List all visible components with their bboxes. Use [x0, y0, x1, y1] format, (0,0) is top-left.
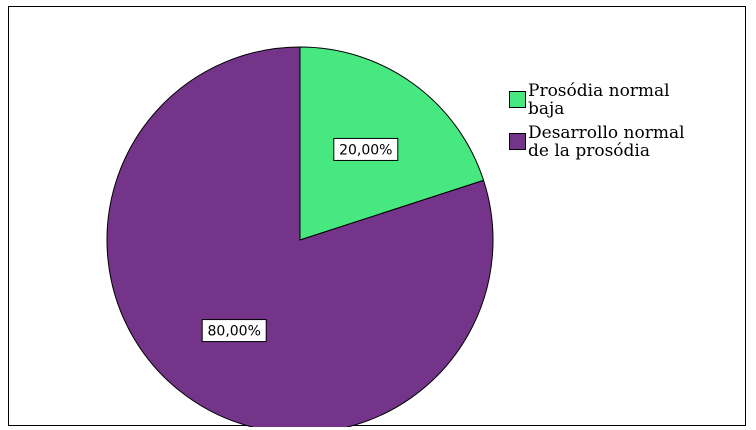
legend-swatch-prosodia-normal-baja	[509, 91, 526, 108]
legend-label-desarrollo-normal: Desarrollo normal de la prosódia	[528, 123, 685, 161]
data-label-box-desarrollo-normal	[201, 319, 267, 343]
data-label-box-prosodia-normal-baja	[333, 137, 399, 161]
pie-chart: 20,00% 80,00%	[106, 46, 494, 427]
legend-swatch-desarrollo-normal	[509, 133, 526, 150]
data-label-prosodia-normal-baja: 20,00%	[333, 137, 399, 161]
data-label-text-desarrollo-normal: 80,00%	[208, 324, 261, 340]
chart-frame: 20,00% 80,00% Prosódia normal baja Desarr…	[8, 6, 746, 427]
legend-label-prosodia-normal-baja: Prosódia normal baja	[528, 81, 670, 119]
legend: Prosódia normal baja Desarrollo normal d…	[509, 82, 745, 166]
legend-item-prosodia-normal-baja: Prosódia normal baja	[509, 82, 745, 118]
legend-item-desarrollo-normal: Desarrollo normal de la prosódia	[509, 124, 745, 160]
data-label-text-prosodia-normal-baja: 20,00%	[339, 142, 392, 158]
data-label-desarrollo-normal: 80,00%	[201, 319, 267, 343]
